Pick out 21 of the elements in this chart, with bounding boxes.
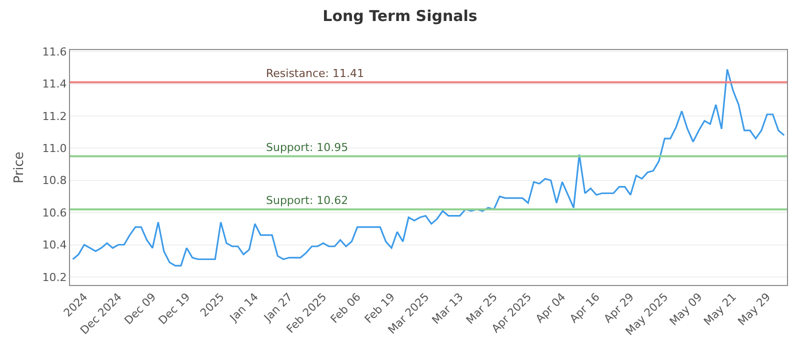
x-tick-label: Mar 13	[430, 290, 466, 327]
y-tick-label: 10.4	[42, 238, 67, 252]
x-tick-label: Apr 04	[533, 290, 568, 326]
y-tick-label: 11.6	[42, 45, 67, 58]
y-tick-label: 11.0	[42, 142, 67, 156]
y-tick-label: 10.6	[42, 206, 67, 220]
y-tick-label: 10.2	[42, 270, 67, 284]
chart-title: Long Term Signals	[322, 7, 478, 25]
line-series	[72, 68, 785, 266]
x-tick-label: Dec 09	[122, 290, 159, 328]
x-tick-label: Feb 06	[328, 290, 364, 326]
x-tick-label: Dec 19	[156, 290, 193, 328]
ref-line-label: Resistance: 11.41	[266, 67, 364, 80]
y-axis-title: Price	[12, 152, 28, 184]
x-tick-label: Apr 16	[567, 290, 602, 326]
ref-line-label: Support: 10.62	[266, 194, 348, 207]
y-tick-label: 11.2	[42, 110, 67, 123]
y-tick-label: 11.4	[42, 78, 67, 91]
ref-line-label: Support: 10.95	[266, 141, 348, 154]
x-tick-label: Jan 14	[226, 290, 261, 325]
y-tick-label: 10.8	[42, 174, 67, 188]
